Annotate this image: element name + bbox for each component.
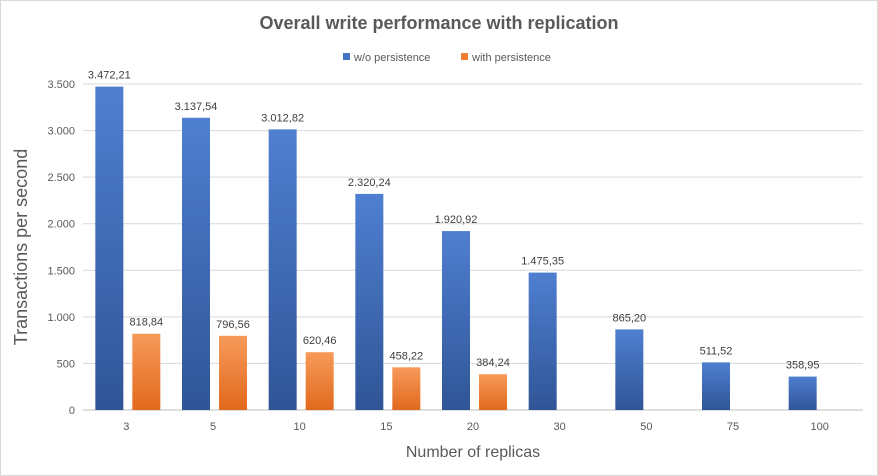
x-tick-label: 10: [294, 421, 306, 433]
data-label: 3.012,82: [261, 112, 304, 124]
bar-wo-persistence: [95, 86, 124, 410]
y-tick-label: 0: [69, 405, 75, 417]
data-label: 796,56: [216, 319, 250, 331]
y-tick-label: 3.000: [47, 126, 75, 138]
data-label: 511,52: [700, 345, 733, 357]
legend-swatch: [343, 53, 350, 60]
x-tick-label: 50: [640, 421, 652, 433]
data-label: 3.472,21: [88, 70, 131, 82]
x-tick-label: 3: [123, 421, 129, 433]
data-label: 2.320,24: [348, 177, 391, 189]
data-label: 384,24: [476, 357, 510, 369]
bar-wo-persistence: [355, 193, 384, 410]
bar-with-persistence: [219, 335, 247, 410]
x-tick-label: 20: [467, 421, 479, 433]
x-axis-title: Number of replicas: [406, 444, 540, 461]
x-tick-label: 15: [380, 421, 392, 433]
data-label: 358,95: [786, 360, 820, 372]
bar-with-persistence: [479, 374, 507, 410]
data-label: 3.137,54: [175, 101, 218, 113]
bar-wo-persistence: [268, 129, 297, 411]
x-tick-label: 75: [727, 421, 739, 433]
bar-wo-persistence: [182, 117, 210, 410]
x-tick-label: 5: [210, 421, 216, 433]
bar-wo-persistence: [702, 362, 730, 410]
y-axis-title: Transactions per second: [11, 149, 31, 345]
bar-wo-persistence: [615, 329, 644, 410]
bar-with-persistence: [305, 352, 334, 410]
legend-entry: with persistence: [471, 52, 551, 64]
y-tick-label: 2.500: [47, 172, 75, 184]
y-tick-label: 1.500: [47, 265, 75, 277]
bar-wo-persistence: [788, 376, 817, 410]
data-label: 1.920,92: [435, 214, 478, 226]
data-label: 865,20: [613, 312, 647, 324]
data-label: 1.475,35: [521, 256, 564, 268]
data-label: 818,84: [130, 317, 164, 329]
y-tick-label: 3.500: [47, 79, 75, 91]
bar-with-persistence: [132, 333, 161, 410]
y-tick-label: 2.000: [47, 219, 75, 231]
y-tick-label: 1.000: [47, 312, 75, 324]
data-label: 458,22: [390, 350, 424, 362]
legend-entry: w/o persistence: [353, 52, 430, 64]
chart-title: Overall write performance with replicati…: [259, 13, 619, 33]
x-tick-label: 30: [554, 421, 566, 433]
y-tick-label: 500: [57, 358, 75, 370]
bar-wo-persistence: [442, 231, 470, 410]
bar-with-persistence: [392, 367, 421, 410]
x-tick-label: 100: [810, 421, 828, 433]
bar-wo-persistence: [528, 272, 557, 410]
data-label: 620,46: [303, 335, 337, 347]
legend-swatch: [461, 53, 468, 60]
